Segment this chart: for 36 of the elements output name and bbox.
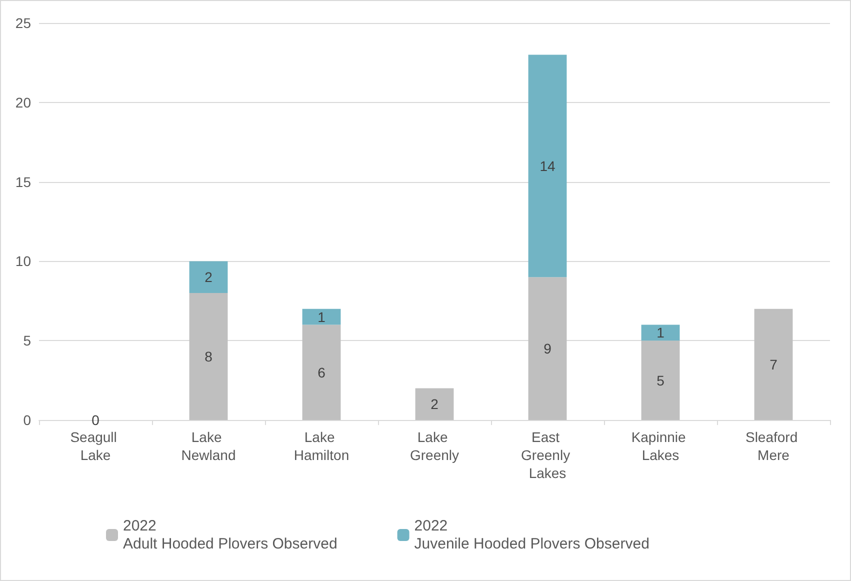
data-label: 2 bbox=[430, 396, 439, 412]
y-tick-label: 10 bbox=[15, 253, 32, 270]
y-tick-label: 5 bbox=[23, 332, 32, 349]
bar bbox=[302, 324, 341, 420]
data-label: 1 bbox=[318, 308, 326, 325]
x-tick-label: Lake Newland bbox=[181, 429, 236, 463]
y-tick-label: 0 bbox=[23, 412, 32, 428]
bar bbox=[528, 277, 567, 420]
bar bbox=[189, 261, 228, 293]
bar bbox=[528, 54, 567, 278]
bar bbox=[641, 340, 680, 420]
data-label: 2 bbox=[204, 269, 213, 286]
x-tick-label: East Greenly Lakes bbox=[521, 429, 574, 481]
bar bbox=[641, 324, 680, 341]
y-tick-label: 25 bbox=[15, 15, 32, 31]
data-label: 6 bbox=[318, 364, 326, 380]
bar bbox=[754, 308, 793, 420]
y-tick-label: 15 bbox=[15, 174, 32, 190]
bar bbox=[302, 308, 341, 325]
x-tick-label: Sleaford Mere bbox=[745, 429, 802, 463]
data-label: 0 bbox=[92, 412, 100, 428]
bar bbox=[189, 292, 228, 420]
data-label: 14 bbox=[540, 158, 556, 174]
x-tick-label: Lake Greenly bbox=[410, 429, 460, 463]
bar bbox=[415, 388, 454, 420]
data-label: 7 bbox=[770, 356, 778, 372]
x-tick-label: Lake Hamilton bbox=[294, 429, 350, 463]
legend-label: 2022 Juvenile Hooded Plovers Observed bbox=[414, 518, 650, 552]
data-label: 1 bbox=[656, 324, 665, 341]
legend-label: 2022 Adult Hooded Plovers Observed bbox=[123, 518, 338, 552]
x-tick-label: Seagull Lake bbox=[70, 429, 121, 463]
y-tick-label: 20 bbox=[15, 94, 32, 110]
data-label: 9 bbox=[544, 340, 552, 357]
data-label: 5 bbox=[656, 372, 665, 388]
data-label: 8 bbox=[204, 348, 213, 364]
x-tick-label: Kapinnie Lakes bbox=[631, 429, 690, 463]
